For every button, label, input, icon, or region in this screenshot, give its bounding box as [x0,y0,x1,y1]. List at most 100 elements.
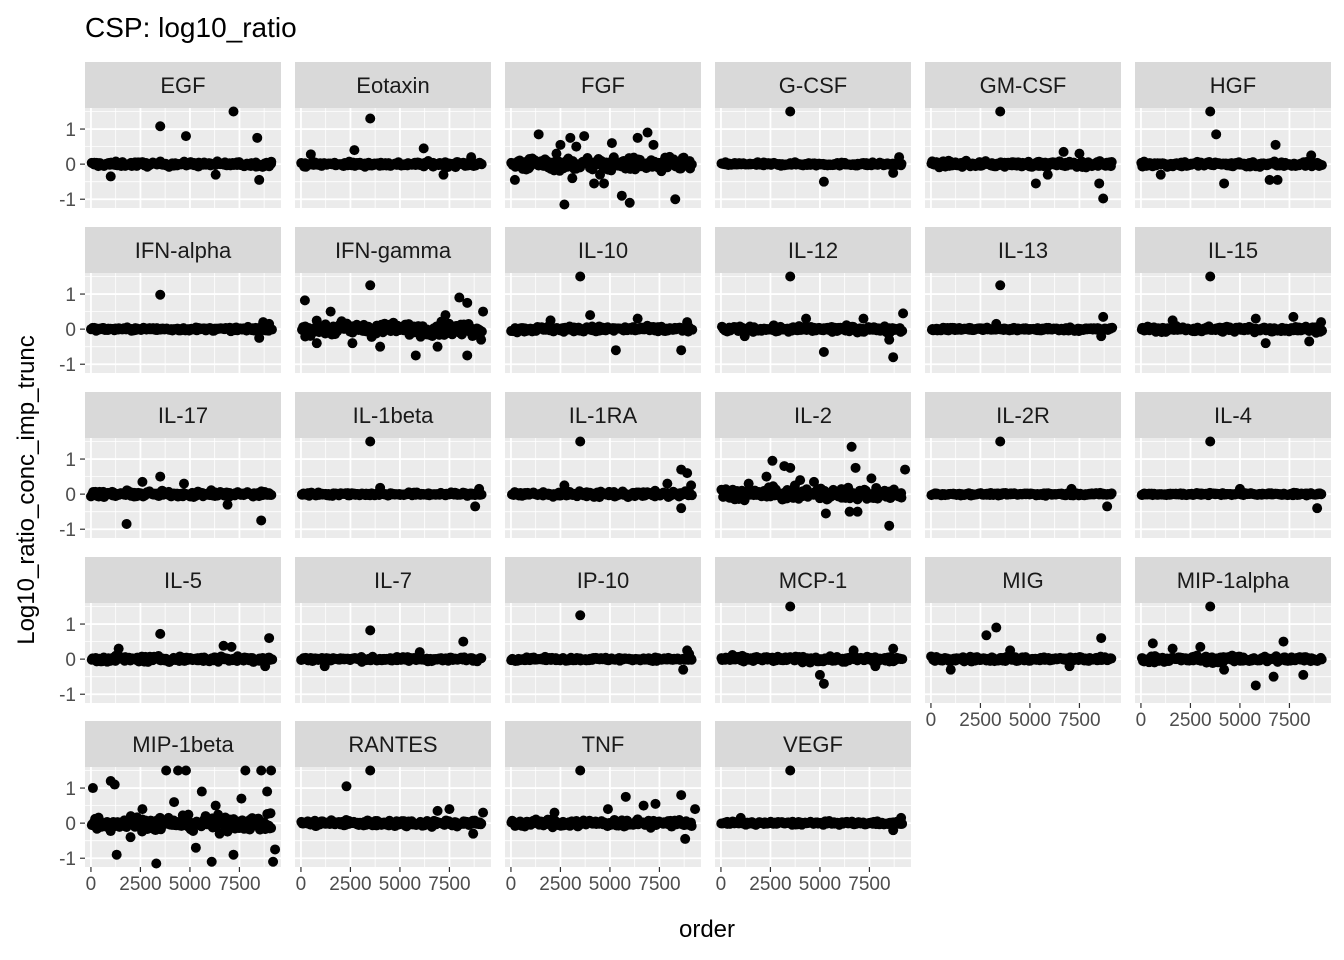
data-point [785,106,796,117]
y-tick-label: -1 [59,849,76,870]
data-points [506,436,697,514]
data-point [365,280,376,291]
data-point [375,482,386,493]
data-point [898,308,909,319]
data-point [180,765,191,776]
data-point [1316,160,1327,171]
facet-strip-label: FGF [581,73,625,98]
data-point [1211,129,1222,140]
data-point [888,352,899,363]
x-tick-label: 5000 [1009,710,1051,731]
data-point [466,152,477,163]
facet-il-15: IL-15 [1135,227,1331,373]
data-point [254,174,265,185]
data-point [1268,671,1279,682]
facet-il-2: IL-2 [715,392,911,538]
data-point [173,765,184,776]
data-point [266,823,277,834]
facet-strip [925,62,1121,108]
data-point [785,271,796,282]
facet-strip-label: IL-13 [998,238,1048,263]
data-point [991,318,1002,329]
data-point [155,121,166,132]
data-points [716,601,908,689]
facet-strip [85,227,281,273]
data-point [894,152,905,163]
data-point [1042,169,1053,180]
data-point [1312,503,1323,514]
data-point [155,289,166,300]
y-tick-label: 1 [65,450,76,471]
data-point [311,338,322,349]
data-point [1205,436,1216,447]
facet-strip [1135,62,1331,108]
data-point [1304,336,1315,347]
data-point [995,280,1006,291]
facet-strip [1135,392,1331,438]
data-point [897,654,908,665]
x-tick-label: 5000 [1219,710,1261,731]
data-point [1219,178,1230,189]
data-point [555,139,566,150]
facet-strip [295,721,491,767]
data-point [686,490,697,501]
data-points [296,625,487,672]
data-points [926,106,1117,204]
data-point [113,643,124,654]
data-point [1030,178,1041,189]
facet-eotaxin: Eotaxin [295,62,491,208]
panel-background [1135,108,1331,208]
facet-strip-label: IL-5 [164,568,202,593]
facet-mcp-1: MCP-1 [715,557,911,703]
data-point [305,149,316,160]
facet-il-10: IL-10 [505,227,701,373]
data-point [155,628,166,639]
data-point [347,338,358,349]
data-point [440,310,451,321]
chart-title: CSP: log10_ratio [85,12,297,43]
data-point [1250,680,1261,691]
data-point [896,492,907,503]
facet-strip-label: IL-4 [1214,403,1252,428]
y-tick-label: 1 [65,120,76,141]
data-point [818,176,829,187]
data-point [151,858,162,869]
data-point [846,441,857,452]
data-point [814,669,825,680]
data-point [1260,338,1271,349]
data-point [121,518,132,529]
data-point [589,178,600,189]
data-points [716,271,909,363]
data-point [169,797,180,808]
data-point [1106,157,1117,168]
y-tick-label: 1 [65,779,76,800]
data-point [567,173,578,184]
data-point [795,475,806,486]
data-point [325,306,336,317]
facet-strip-label: IL-2 [794,403,832,428]
data-points [1136,271,1328,349]
data-point [818,678,829,689]
data-point [670,194,681,205]
data-point [1272,174,1283,185]
facet-fgf: FGF [505,62,701,210]
data-point [1074,148,1085,159]
facet-ip-10: IP-10 [505,557,701,703]
data-point [686,159,697,170]
data-point [264,633,275,644]
data-point [662,478,673,489]
y-tick-label: 0 [65,814,76,835]
data-point [1205,271,1216,282]
data-point [265,808,276,819]
data-point [559,480,570,491]
facet-il-13: IL-13 [925,227,1121,373]
x-tick-label: 7500 [1058,710,1100,731]
facet-strip-label: IL-15 [1208,238,1258,263]
data-point [1195,641,1206,652]
data-point [474,483,485,494]
data-point [414,647,425,658]
data-point [1058,146,1069,157]
data-point [1098,193,1109,204]
